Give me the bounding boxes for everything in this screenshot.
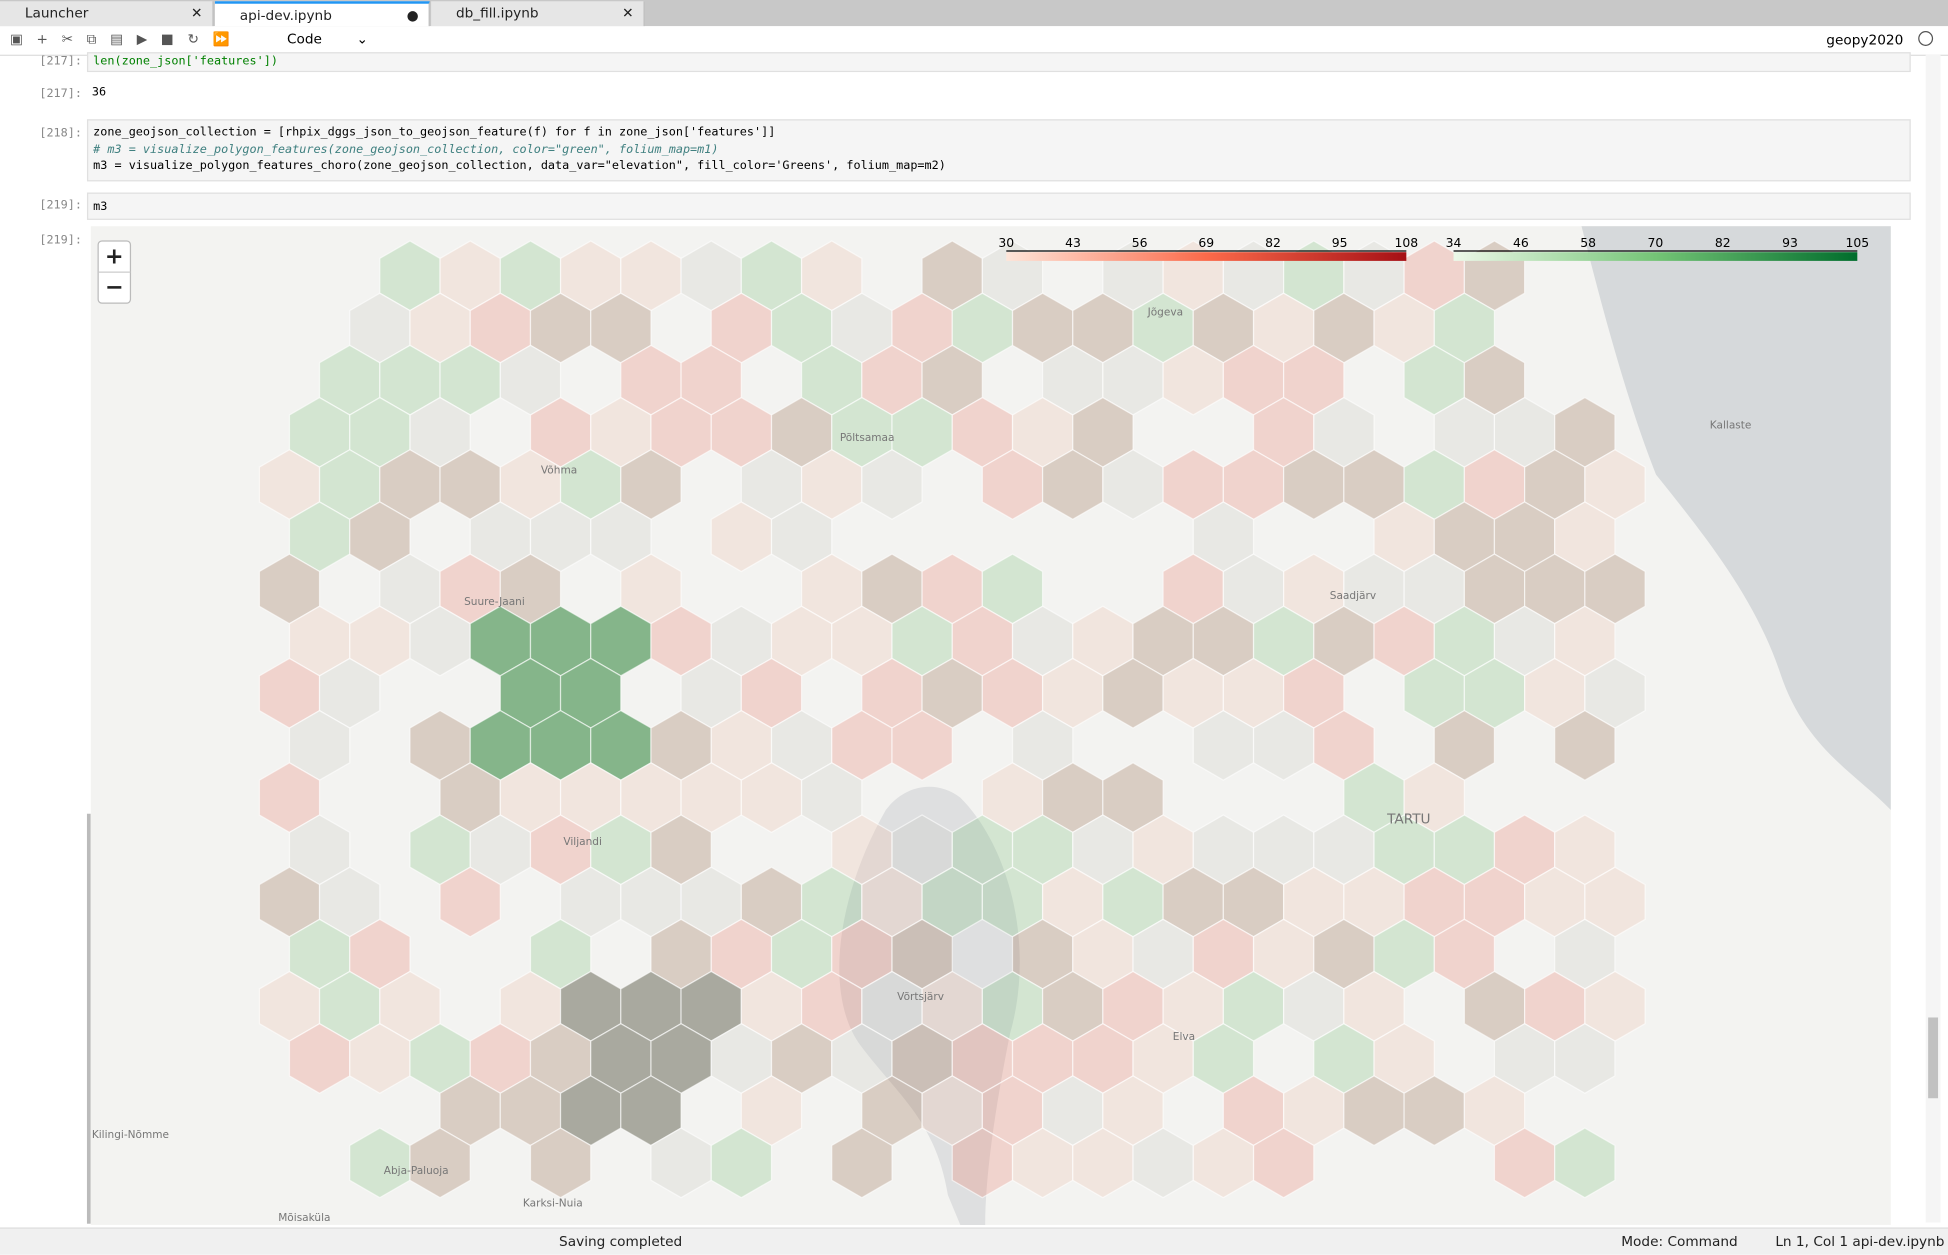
place-label: Võrtsjärv bbox=[897, 991, 944, 1003]
cell-input[interactable]: m3 bbox=[86, 192, 1911, 220]
hexagon bbox=[1554, 1127, 1616, 1199]
legend-tick-label: 34 bbox=[1446, 235, 1462, 250]
zoom-out[interactable]: − bbox=[105, 274, 124, 300]
tab-bar: Launcher ✕ api-dev.ipynb ● db_fill.ipynb ✕ bbox=[0, 0, 1948, 27]
tab[interactable]: Launcher ✕ bbox=[0, 1, 214, 27]
code-line: len(zone_json['features']) bbox=[93, 54, 278, 69]
place-label: Põltsamaa bbox=[840, 432, 895, 444]
legend-tick-label: 95 bbox=[1332, 235, 1348, 250]
hexagon bbox=[1554, 709, 1616, 781]
place-label: Võhma bbox=[541, 464, 577, 476]
place-label: Saadjärv bbox=[1330, 590, 1376, 602]
hexagon bbox=[1252, 1127, 1315, 1199]
status-mode: Mode: Command bbox=[1621, 1233, 1738, 1250]
hexagon bbox=[831, 1127, 893, 1199]
place-label: Elva bbox=[1173, 1031, 1195, 1043]
place-label: Karksi-Nuia bbox=[523, 1197, 583, 1209]
cell-prompt: [219]: bbox=[39, 198, 82, 213]
hexagon bbox=[891, 709, 953, 781]
kernel-status bbox=[1918, 31, 1934, 46]
place-label: Kilingi-Nõmme bbox=[92, 1129, 169, 1141]
legend-tick-label: 82 bbox=[1715, 235, 1731, 250]
output-prompt: [217]: bbox=[39, 86, 82, 101]
cell-type-select[interactable]: Code ⌄ bbox=[286, 31, 369, 48]
code-line: # m3 = visualize_polygon_features(zone_g… bbox=[93, 142, 719, 156]
output-prompt: [219]: bbox=[39, 233, 82, 248]
code-line: m3 bbox=[93, 200, 108, 214]
hexagon bbox=[409, 1127, 471, 1199]
code-line: zone_geojson_collection = [rhpix_dggs_js… bbox=[93, 125, 776, 140]
code-line: m3 = visualize_polygon_features_choro(zo… bbox=[93, 159, 946, 173]
hexagon bbox=[529, 1127, 592, 1199]
tab-label: api-dev.ipynb bbox=[239, 7, 332, 24]
legend-tick-label: 82 bbox=[1265, 235, 1281, 250]
tab-label: db_fill.ipynb bbox=[455, 4, 539, 22]
cell-input[interactable]: len(zone_json['features']) bbox=[86, 52, 1911, 73]
status-bar: Saving completed Mode: Command Ln 1, Col… bbox=[0, 1227, 1948, 1255]
legend-tick-label: 93 bbox=[1782, 235, 1798, 250]
hexagon bbox=[1554, 1022, 1616, 1094]
place-label: Jõgeva bbox=[1147, 307, 1183, 319]
hexagon bbox=[439, 866, 501, 938]
legend-tick-label: 105 bbox=[1845, 235, 1869, 250]
legend-tick-label: 58 bbox=[1580, 235, 1596, 250]
hexagon bbox=[861, 449, 923, 521]
legend-tick-label: 70 bbox=[1648, 235, 1664, 250]
legend-tick-label: 46 bbox=[1513, 235, 1529, 250]
legend-tick-label: 69 bbox=[1198, 235, 1214, 250]
map[interactable]: + − 30 43 56 69 82 95 108 34 46 58 70 82 93 105 Jõgev… bbox=[90, 226, 1891, 1225]
legend-tick-label: 56 bbox=[1132, 235, 1148, 250]
legend-bar-red bbox=[1006, 252, 1407, 261]
legend-tick-label: 43 bbox=[1065, 235, 1081, 250]
zoom-in[interactable]: + bbox=[105, 243, 124, 269]
cell-prompt: [217]: bbox=[39, 54, 82, 69]
lake-peipus bbox=[1581, 226, 1891, 811]
status-cursor: Ln 1, Col 1 bbox=[1775, 1233, 1849, 1250]
toolbar-icons[interactable]: ▣+✂⧉▤▶■↻⏩ bbox=[9, 31, 244, 48]
status-file: api-dev.ipynb bbox=[1852, 1233, 1945, 1250]
cell-input[interactable]: zone_geojson_collection = [rhpix_dggs_js… bbox=[86, 119, 1911, 182]
place-label: Viljandi bbox=[563, 836, 602, 848]
kernel-name: geopy2020 bbox=[1826, 32, 1904, 49]
place-label: Abja-Paluoja bbox=[384, 1165, 449, 1177]
tab[interactable]: db_fill.ipynb ✕ bbox=[431, 1, 645, 27]
cell-output: 36 bbox=[91, 85, 107, 100]
tab[interactable]: api-dev.ipynb ● bbox=[214, 1, 430, 27]
place-label: Kallaste bbox=[1710, 420, 1752, 432]
legend-tick-label: 108 bbox=[1394, 235, 1418, 250]
scrollbar[interactable] bbox=[1925, 54, 1941, 1223]
legend-bar-green bbox=[1453, 252, 1858, 261]
place-label: Suure-Jaani bbox=[464, 596, 525, 608]
legend-tick-label: 30 bbox=[998, 235, 1014, 250]
cell-collapser bbox=[86, 813, 91, 1224]
cell-type: Code bbox=[286, 31, 322, 48]
place-label: TARTU bbox=[1386, 812, 1430, 828]
lake-vortsjarv bbox=[839, 786, 1020, 1225]
place-label: Mõisaküla bbox=[278, 1212, 330, 1224]
cell-prompt: [218]: bbox=[39, 126, 82, 141]
hexagon bbox=[710, 1127, 773, 1199]
status-message: Saving completed bbox=[559, 1233, 683, 1250]
tab-label: Launcher bbox=[24, 4, 89, 22]
